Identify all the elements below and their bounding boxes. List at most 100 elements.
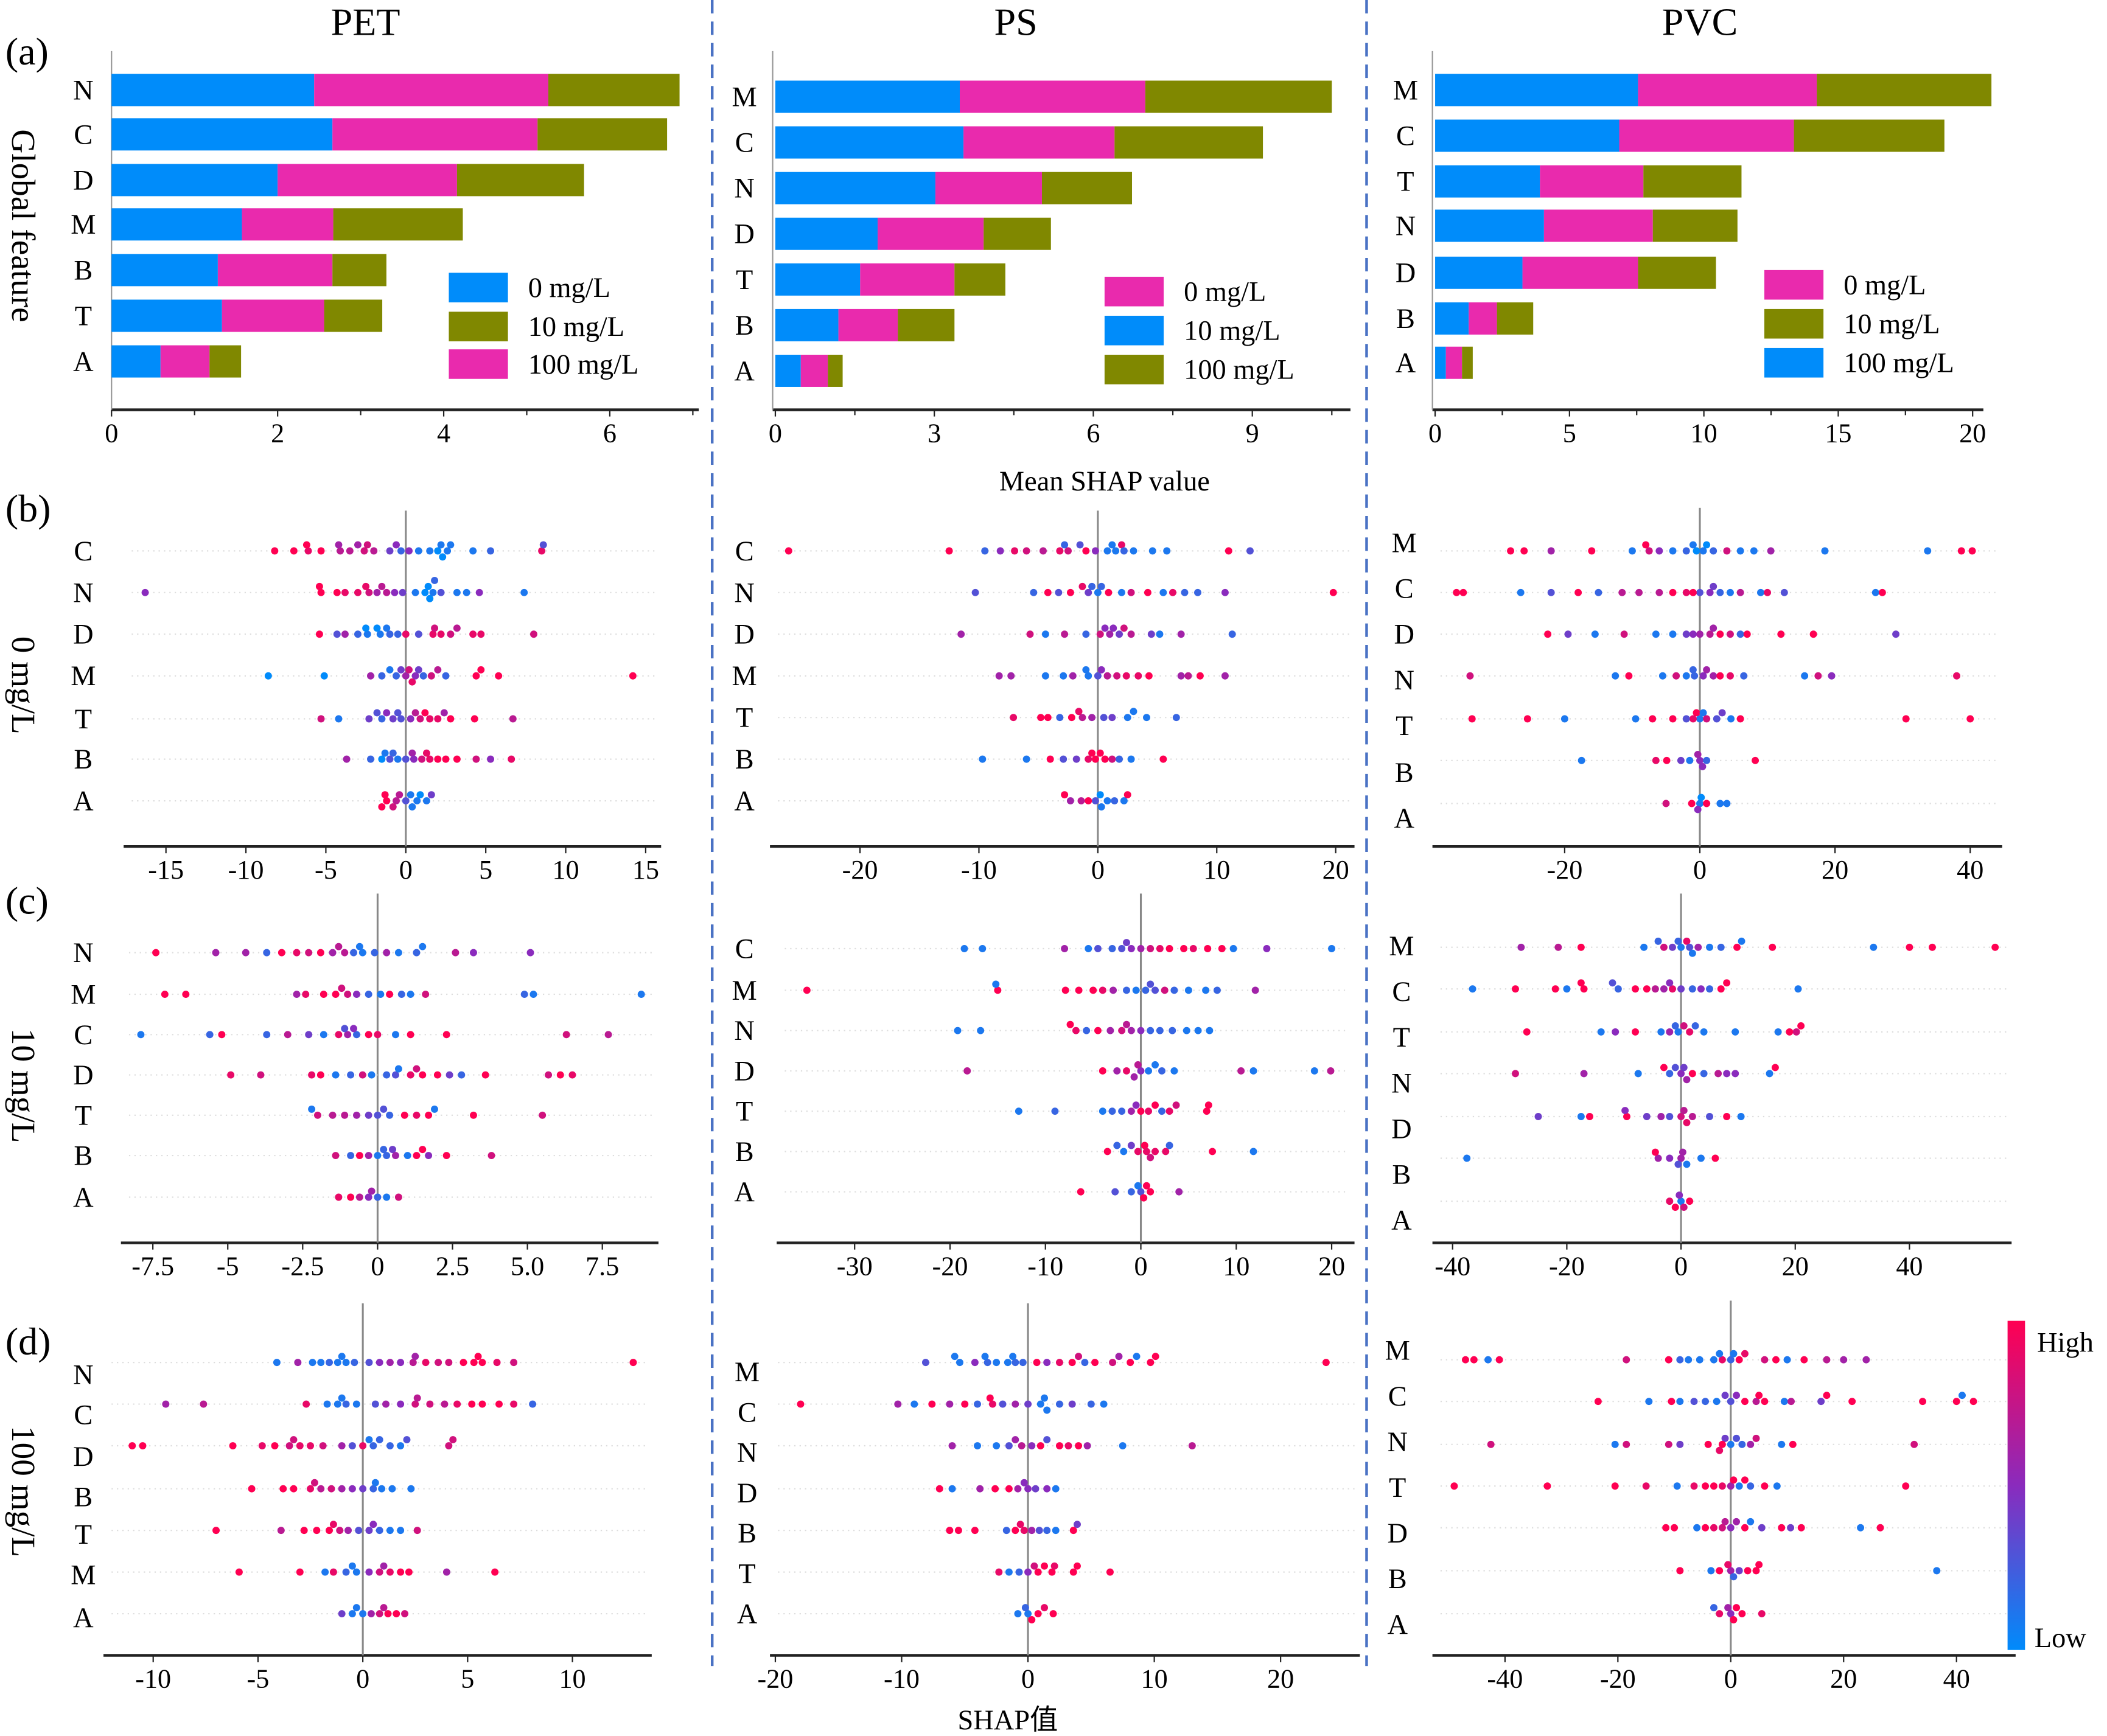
shap-point (342, 1568, 350, 1576)
shap-point (539, 1111, 547, 1119)
shap-point (1673, 1482, 1681, 1490)
x-tick-label: -5 (247, 1664, 270, 1694)
shap-point (1683, 937, 1691, 945)
shap-point (1030, 1562, 1038, 1570)
shap-point (1929, 943, 1936, 951)
panel-label-b: (b) (5, 487, 51, 530)
shap-point (386, 1442, 394, 1449)
shap-point (1669, 588, 1677, 596)
shap-point (365, 715, 373, 723)
bar-segment-blue (1435, 302, 1469, 335)
shap-point (1147, 1188, 1155, 1196)
shap-point (440, 709, 448, 717)
shap-point (374, 1111, 382, 1119)
feature-label: B (1396, 304, 1415, 335)
feature-label: B (1392, 1159, 1411, 1190)
shap-point (1081, 1359, 1089, 1367)
shap-point (1184, 672, 1192, 680)
shap-point (429, 630, 437, 638)
shap-point (1690, 1482, 1698, 1490)
shap-point (946, 1527, 954, 1535)
bar-segment-blue (111, 299, 222, 332)
shap-point (1147, 1154, 1155, 1162)
x-tick-label: 5 (1563, 418, 1576, 448)
shap-point (397, 1442, 405, 1449)
shap-point (1018, 1442, 1026, 1449)
shap-point (478, 1400, 486, 1408)
shap-point (1043, 1406, 1051, 1414)
shap-point (1674, 937, 1682, 945)
shap-point (1716, 588, 1724, 596)
shap-point (1158, 1107, 1165, 1115)
shap-point (1621, 1107, 1629, 1115)
shap-point (302, 541, 310, 549)
shap-point (1689, 715, 1697, 723)
feature-label: N (73, 75, 93, 106)
shap-point (470, 949, 477, 957)
shap-point (1048, 1568, 1056, 1576)
feature-label: D (1394, 619, 1414, 650)
shap-point (1170, 986, 1178, 994)
feature-label: B (74, 744, 93, 775)
panel-label-c: (c) (5, 879, 49, 922)
x-tick-label: 5 (461, 1664, 474, 1694)
shap-point (445, 1359, 453, 1367)
feature-label: D (73, 165, 93, 196)
shap-point (434, 715, 442, 723)
shap-point (407, 1071, 414, 1079)
feature-label: A (1391, 1205, 1412, 1236)
shap-point (1068, 1359, 1076, 1367)
shap-point (1056, 714, 1064, 722)
shap-point (1015, 1568, 1023, 1576)
x-tick-label: -10 (884, 1664, 920, 1694)
shap-point (235, 1568, 243, 1576)
shap-point (1075, 1442, 1083, 1449)
shap-point (341, 949, 349, 957)
shap-point (1696, 1356, 1703, 1364)
shap-point (1957, 547, 1965, 555)
shap-point (1077, 1188, 1085, 1196)
shap-point (1061, 541, 1069, 549)
shap-point (427, 672, 435, 680)
x-tick-label: -10 (135, 1664, 171, 1694)
shap-point (414, 630, 422, 638)
legend-swatch (1764, 347, 1824, 378)
shap-point (1737, 1113, 1745, 1120)
shap-point (404, 1152, 411, 1160)
feature-label: T (75, 1519, 92, 1550)
shap-point (470, 1359, 478, 1367)
shap-point (1574, 588, 1582, 596)
shap-point (1738, 937, 1745, 945)
shap-point (389, 715, 397, 723)
shap-point (1088, 714, 1096, 722)
bar-segment-olive (1794, 119, 1945, 152)
shap-point (382, 1400, 390, 1408)
legend-swatch (449, 273, 508, 302)
shap-point (383, 1152, 391, 1160)
shap-point (447, 541, 455, 549)
feature-label: N (737, 1438, 757, 1469)
shap-point (1761, 1398, 1769, 1406)
x-tick-label: 10 (1141, 1664, 1168, 1694)
shap-point (1100, 714, 1108, 722)
shap-point (974, 1400, 981, 1408)
shap-point (1103, 672, 1111, 680)
shap-point (335, 715, 343, 723)
shap-point (408, 803, 416, 810)
shap-point (1041, 672, 1049, 680)
shap-point (137, 1031, 145, 1039)
shap-point (365, 1111, 372, 1119)
bar-segment-olive (333, 208, 463, 241)
shap-point (1611, 1440, 1619, 1448)
shap-point (1132, 986, 1140, 994)
shap-point (1645, 1398, 1653, 1406)
shap-point (1109, 1359, 1117, 1367)
x-tick-label: -2.5 (281, 1252, 324, 1281)
shap-point (1658, 672, 1666, 680)
shap-point (341, 1025, 349, 1033)
shap-point (1221, 588, 1229, 596)
shap-point (411, 709, 419, 717)
shap-point (410, 755, 418, 763)
shap-point (271, 1442, 279, 1449)
shap-point (469, 547, 477, 555)
